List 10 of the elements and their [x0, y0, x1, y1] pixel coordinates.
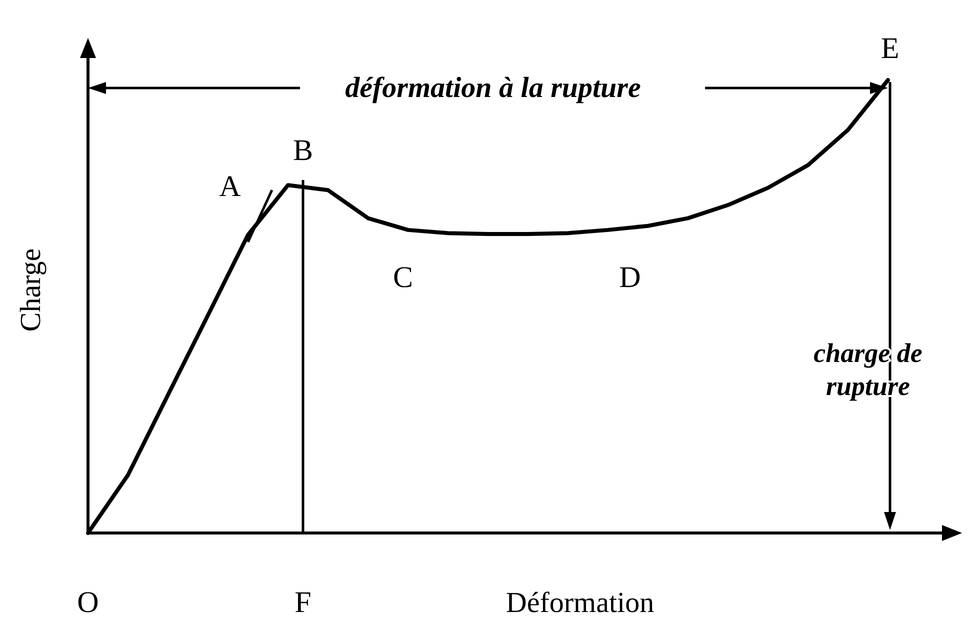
text: E — [880, 32, 900, 65]
annotation: C — [392, 261, 414, 294]
annotation: A — [219, 170, 242, 203]
annotation: D — [619, 261, 641, 294]
annotation: déformation à la rupture — [345, 72, 641, 104]
text: O — [77, 586, 99, 619]
x-axis-title: Déformation — [506, 587, 655, 619]
y-axis-title: Charge — [15, 248, 47, 332]
text: F — [294, 586, 312, 619]
annotation: B — [292, 134, 314, 167]
